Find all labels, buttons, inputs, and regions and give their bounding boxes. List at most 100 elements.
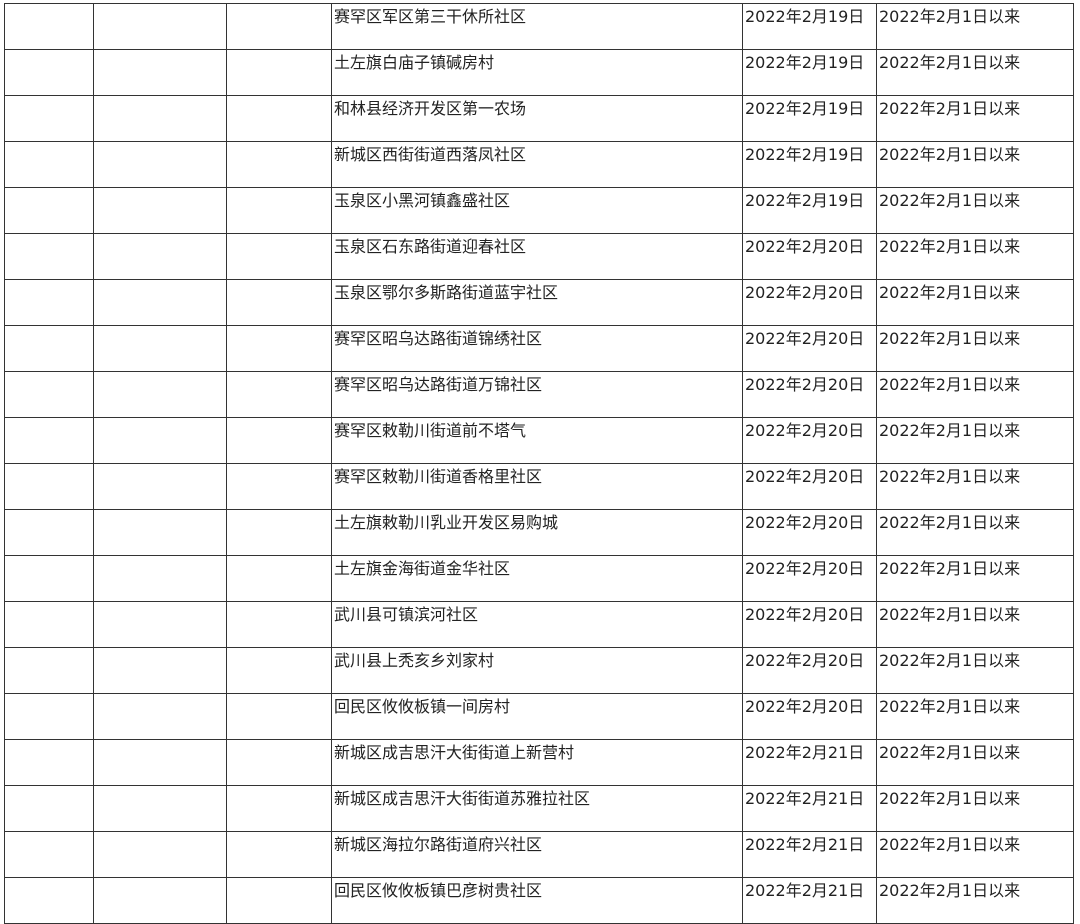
since-cell: 2022年2月1日以来 xyxy=(876,785,1074,832)
empty-cell xyxy=(4,187,94,234)
table-row: 玉泉区小黑河镇鑫盛社区 2022年2月19日 2022年2月1日以来 xyxy=(4,187,1074,234)
table-row: 土左旗金海街道金华社区 2022年2月20日 2022年2月1日以来 xyxy=(4,555,1074,602)
empty-cell xyxy=(226,233,332,280)
place-cell: 玉泉区石东路街道迎春社区 xyxy=(331,233,743,280)
empty-cell xyxy=(93,141,227,188)
table-row: 新城区海拉尔路街道府兴社区 2022年2月21日 2022年2月1日以来 xyxy=(4,831,1074,878)
since-cell: 2022年2月1日以来 xyxy=(876,877,1074,924)
table-row: 土左旗敕勒川乳业开发区易购城 2022年2月20日 2022年2月1日以来 xyxy=(4,509,1074,556)
empty-cell xyxy=(226,49,332,96)
date-cell: 2022年2月20日 xyxy=(742,509,877,556)
table-row: 回民区攸攸板镇一间房村 2022年2月20日 2022年2月1日以来 xyxy=(4,693,1074,740)
date-cell: 2022年2月20日 xyxy=(742,233,877,280)
empty-cell xyxy=(4,877,94,924)
empty-cell xyxy=(93,371,227,418)
date-cell: 2022年2月20日 xyxy=(742,325,877,372)
place-cell: 赛罕区昭乌达路街道万锦社区 xyxy=(331,371,743,418)
empty-cell xyxy=(226,693,332,740)
empty-cell xyxy=(226,509,332,556)
empty-cell xyxy=(4,325,94,372)
empty-cell xyxy=(93,279,227,326)
since-cell: 2022年2月1日以来 xyxy=(876,463,1074,510)
empty-cell xyxy=(4,371,94,418)
place-cell: 赛罕区昭乌达路街道锦绣社区 xyxy=(331,325,743,372)
empty-cell xyxy=(226,3,332,50)
place-cell: 新城区海拉尔路街道府兴社区 xyxy=(331,831,743,878)
empty-cell xyxy=(4,233,94,280)
empty-cell xyxy=(93,555,227,602)
empty-cell xyxy=(4,49,94,96)
empty-cell xyxy=(226,555,332,602)
date-cell: 2022年2月19日 xyxy=(742,187,877,234)
since-cell: 2022年2月1日以来 xyxy=(876,49,1074,96)
since-cell: 2022年2月1日以来 xyxy=(876,3,1074,50)
since-cell: 2022年2月1日以来 xyxy=(876,693,1074,740)
place-cell: 新城区成吉思汗大街街道上新营村 xyxy=(331,739,743,786)
empty-cell xyxy=(93,509,227,556)
table-row: 和林县经济开发区第一农场 2022年2月19日 2022年2月1日以来 xyxy=(4,95,1074,142)
empty-cell xyxy=(226,187,332,234)
place-cell: 赛罕区敕勒川街道香格里社区 xyxy=(331,463,743,510)
empty-cell xyxy=(4,95,94,142)
empty-cell xyxy=(226,831,332,878)
empty-cell xyxy=(226,601,332,648)
date-cell: 2022年2月20日 xyxy=(742,555,877,602)
empty-cell xyxy=(93,463,227,510)
empty-cell xyxy=(93,601,227,648)
empty-cell xyxy=(4,739,94,786)
since-cell: 2022年2月1日以来 xyxy=(876,233,1074,280)
date-cell: 2022年2月20日 xyxy=(742,647,877,694)
table-row: 回民区攸攸板镇巴彦树贵社区 2022年2月21日 2022年2月1日以来 xyxy=(4,877,1074,924)
empty-cell xyxy=(4,463,94,510)
risk-area-table: 赛罕区军区第三干休所社区 2022年2月19日 2022年2月1日以来 土左旗白庙子镇… xyxy=(4,3,1074,924)
date-cell: 2022年2月20日 xyxy=(742,371,877,418)
empty-cell xyxy=(226,95,332,142)
since-cell: 2022年2月1日以来 xyxy=(876,95,1074,142)
empty-cell xyxy=(93,417,227,464)
table-row: 玉泉区石东路街道迎春社区 2022年2月20日 2022年2月1日以来 xyxy=(4,233,1074,280)
empty-cell xyxy=(4,417,94,464)
empty-cell xyxy=(226,877,332,924)
table-row: 新城区成吉思汗大街街道上新营村 2022年2月21日 2022年2月1日以来 xyxy=(4,739,1074,786)
empty-cell xyxy=(4,555,94,602)
since-cell: 2022年2月1日以来 xyxy=(876,371,1074,418)
empty-cell xyxy=(4,141,94,188)
since-cell: 2022年2月1日以来 xyxy=(876,279,1074,326)
place-cell: 武川县可镇滨河社区 xyxy=(331,601,743,648)
date-cell: 2022年2月21日 xyxy=(742,739,877,786)
date-cell: 2022年2月20日 xyxy=(742,279,877,326)
table-row: 玉泉区鄂尔多斯路街道蓝宇社区 2022年2月20日 2022年2月1日以来 xyxy=(4,279,1074,326)
table-row: 赛罕区敕勒川街道前不塔气 2022年2月20日 2022年2月1日以来 xyxy=(4,417,1074,464)
empty-cell xyxy=(226,417,332,464)
empty-cell xyxy=(4,693,94,740)
empty-cell xyxy=(4,785,94,832)
empty-cell xyxy=(226,647,332,694)
date-cell: 2022年2月19日 xyxy=(742,95,877,142)
empty-cell xyxy=(93,693,227,740)
place-cell: 土左旗白庙子镇碱房村 xyxy=(331,49,743,96)
empty-cell xyxy=(93,49,227,96)
empty-cell xyxy=(93,647,227,694)
empty-cell xyxy=(93,95,227,142)
empty-cell xyxy=(226,279,332,326)
empty-cell xyxy=(226,739,332,786)
empty-cell xyxy=(4,3,94,50)
since-cell: 2022年2月1日以来 xyxy=(876,509,1074,556)
date-cell: 2022年2月21日 xyxy=(742,785,877,832)
date-cell: 2022年2月19日 xyxy=(742,141,877,188)
place-cell: 土左旗敕勒川乳业开发区易购城 xyxy=(331,509,743,556)
table-row: 新城区西街街道西落凤社区 2022年2月19日 2022年2月1日以来 xyxy=(4,141,1074,188)
empty-cell xyxy=(93,785,227,832)
date-cell: 2022年2月19日 xyxy=(742,3,877,50)
table-row: 新城区成吉思汗大街街道苏雅拉社区 2022年2月21日 2022年2月1日以来 xyxy=(4,785,1074,832)
place-cell: 和林县经济开发区第一农场 xyxy=(331,95,743,142)
table-row: 武川县上秃亥乡刘家村 2022年2月20日 2022年2月1日以来 xyxy=(4,647,1074,694)
empty-cell xyxy=(93,739,227,786)
date-cell: 2022年2月20日 xyxy=(742,463,877,510)
table-row: 赛罕区军区第三干休所社区 2022年2月19日 2022年2月1日以来 xyxy=(4,3,1074,50)
since-cell: 2022年2月1日以来 xyxy=(876,831,1074,878)
place-cell: 土左旗金海街道金华社区 xyxy=(331,555,743,602)
since-cell: 2022年2月1日以来 xyxy=(876,601,1074,648)
place-cell: 新城区成吉思汗大街街道苏雅拉社区 xyxy=(331,785,743,832)
table-row: 赛罕区敕勒川街道香格里社区 2022年2月20日 2022年2月1日以来 xyxy=(4,463,1074,510)
